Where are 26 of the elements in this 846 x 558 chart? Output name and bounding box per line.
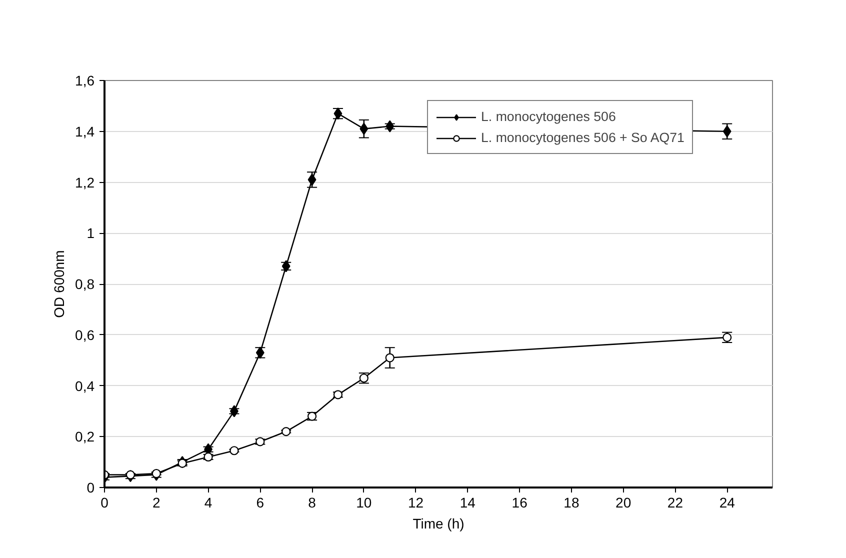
y-tick-label: 0,6 [75, 326, 95, 343]
x-tick-label: 14 [460, 494, 476, 510]
x-tick-label: 8 [308, 494, 316, 510]
x-tick-label: 16 [512, 494, 528, 510]
y-axis-title: OD 600nm [51, 250, 68, 318]
y-tick-label: 1,4 [75, 123, 95, 140]
y-tick-label: 1,2 [75, 174, 95, 190]
y-tick-label: 1,6 [75, 72, 95, 88]
x-tick-label: 10 [356, 494, 372, 510]
x-tick-label: 18 [564, 494, 580, 510]
x-tick-label: 0 [100, 494, 109, 510]
y-tick-label: 0 [86, 480, 95, 496]
x-tick-label: 24 [719, 494, 736, 510]
y-tick-label: 0,4 [75, 378, 95, 394]
legend-label: L. monocytogenes 506 + So AQ71 [481, 130, 684, 145]
x-tick-label: 4 [204, 494, 212, 510]
x-tick-label: 22 [667, 494, 684, 510]
y-tick-label: 0,8 [75, 276, 95, 292]
x-tick-label: 6 [256, 494, 264, 510]
x-tick-label: 2 [152, 494, 160, 510]
y-tick-label: 1 [86, 225, 95, 242]
y-tick-label: 0,2 [75, 428, 95, 445]
x-tick-label: 12 [408, 494, 424, 510]
x-axis-title: Time (h) [412, 516, 464, 532]
legend-label: L. monocytogenes 506 [481, 109, 616, 124]
x-tick-label: 20 [616, 494, 632, 510]
